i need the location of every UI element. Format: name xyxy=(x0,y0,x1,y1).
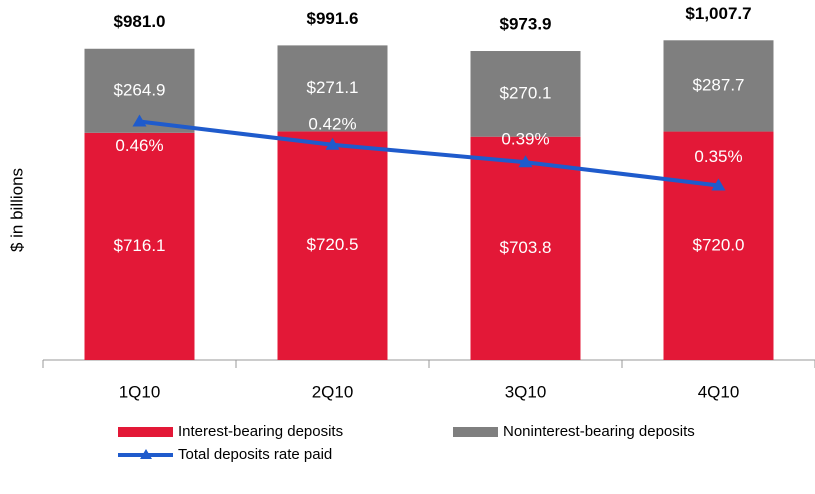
bar-segment xyxy=(663,131,774,360)
total-label: $991.6 xyxy=(307,9,359,28)
x-tick-label: 3Q10 xyxy=(505,382,547,401)
value-label: $703.8 xyxy=(500,238,552,257)
bar-segment xyxy=(277,45,388,132)
bar-segment xyxy=(84,132,195,360)
line-marker xyxy=(132,114,147,127)
value-label: $720.0 xyxy=(693,235,745,254)
x-tick-label: 1Q10 xyxy=(119,382,161,401)
total-label: $981.0 xyxy=(114,12,166,31)
value-label: $264.9 xyxy=(114,80,166,99)
legend-marker xyxy=(140,449,152,459)
line-marker xyxy=(325,137,340,150)
legend-swatch xyxy=(453,427,498,437)
value-label: $271.1 xyxy=(307,78,359,97)
line-marker xyxy=(711,178,726,191)
legend-label: Interest-bearing deposits xyxy=(178,423,343,440)
legend-swatch xyxy=(118,427,173,437)
legend-label: Total deposits rate paid xyxy=(178,446,332,463)
rate-label: 0.39% xyxy=(501,130,549,149)
value-label: $720.5 xyxy=(307,235,359,254)
line xyxy=(139,119,719,188)
bar-segment xyxy=(470,51,581,137)
bar-segment xyxy=(663,40,774,132)
value-label: $287.7 xyxy=(693,75,745,94)
legend-label: Noninterest-bearing deposits xyxy=(503,423,695,440)
rate-label: 0.35% xyxy=(694,147,742,166)
bar-segment xyxy=(277,131,388,360)
x-tick-label: 2Q10 xyxy=(312,382,354,401)
y-axis-label: $ in billions xyxy=(7,168,26,252)
rate-label: 0.46% xyxy=(115,136,163,155)
rate-label: 0.42% xyxy=(308,114,356,133)
value-label: $270.1 xyxy=(500,83,552,102)
x-tick-label: 4Q10 xyxy=(698,382,740,401)
total-label: $1,007.7 xyxy=(685,4,751,23)
bar-segment xyxy=(470,136,581,360)
value-label: $716.1 xyxy=(114,236,166,255)
line-marker xyxy=(518,155,533,168)
total-label: $973.9 xyxy=(500,14,552,33)
